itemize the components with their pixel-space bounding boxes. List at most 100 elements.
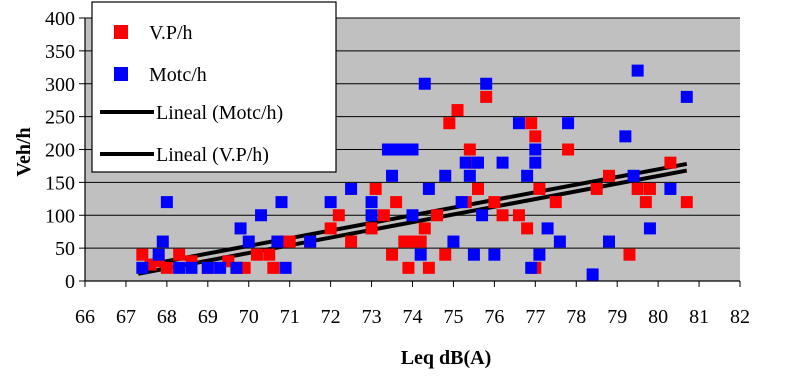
- x-tick-label: 76: [484, 306, 504, 328]
- vp-point: [496, 209, 509, 222]
- vp-point: [414, 235, 427, 248]
- vp-point: [529, 130, 542, 143]
- motc-point: [631, 64, 644, 77]
- y-tick-label: 250: [45, 107, 75, 129]
- motc-point: [304, 235, 317, 248]
- legend-label-2: Lineal (Motc/h): [156, 102, 283, 124]
- x-tick-label: 67: [116, 306, 136, 328]
- motc-point: [365, 196, 378, 209]
- x-tick-label: 80: [648, 306, 668, 328]
- motc-point: [467, 248, 480, 261]
- vp-point: [386, 248, 399, 261]
- vp-point: [639, 196, 652, 209]
- motc-point: [275, 196, 288, 209]
- motc-point: [345, 182, 358, 195]
- vp-point: [603, 169, 615, 182]
- vp-point: [562, 143, 575, 156]
- data-markers: [136, 64, 693, 281]
- vp-point: [521, 222, 534, 235]
- motc-point: [664, 182, 677, 195]
- motc-point: [603, 235, 615, 248]
- vp-point: [402, 261, 415, 274]
- vp-point: [443, 117, 456, 130]
- vp-point: [365, 222, 378, 235]
- vp-point: [369, 182, 382, 195]
- motc-point: [271, 235, 284, 248]
- motc-point: [173, 261, 186, 274]
- motc-point: [459, 156, 472, 169]
- vp-point: [160, 261, 173, 274]
- x-axis-title: Leq dB(A): [401, 347, 492, 369]
- motc-point: [562, 117, 575, 130]
- motc-point: [455, 196, 468, 209]
- motc-point: [480, 77, 493, 90]
- vp-point: [463, 143, 476, 156]
- legend-label-3: Lineal (V.P/h): [156, 144, 269, 166]
- x-tick-label: 73: [362, 306, 382, 328]
- motc-point: [406, 209, 419, 222]
- vp-point: [263, 248, 276, 261]
- x-tick-label: 77: [525, 306, 545, 328]
- motc-point: [185, 261, 198, 274]
- x-tick-label: 68: [157, 306, 177, 328]
- vp-point: [390, 196, 403, 209]
- legend-marker-1: [114, 67, 128, 81]
- motc-point: [533, 248, 546, 261]
- x-tick-label: 82: [730, 306, 750, 328]
- motc-point: [512, 117, 525, 130]
- x-tick-label: 70: [239, 306, 259, 328]
- vp-point: [488, 196, 501, 209]
- vp-point: [472, 182, 484, 195]
- motc-point: [152, 248, 165, 261]
- motc-point: [418, 77, 431, 90]
- y-tick-label: 100: [45, 205, 75, 227]
- vp-point: [480, 90, 493, 103]
- vp-point: [590, 182, 603, 195]
- motc-point: [586, 268, 599, 281]
- vp-point: [664, 156, 677, 169]
- x-tick-label: 71: [280, 306, 300, 328]
- vp-point: [324, 222, 337, 235]
- vp-point: [283, 235, 296, 248]
- y-tick-label: 300: [45, 74, 75, 96]
- motc-point: [422, 182, 435, 195]
- motc-point: [230, 261, 243, 274]
- motc-point: [414, 248, 427, 261]
- motc-point: [643, 222, 656, 235]
- motc-point: [201, 261, 214, 274]
- motc-point: [136, 261, 149, 274]
- motc-point: [214, 261, 227, 274]
- motc-point: [521, 169, 534, 182]
- motc-point: [234, 222, 247, 235]
- motc-point: [447, 235, 460, 248]
- vp-point: [623, 248, 636, 261]
- motc-point: [439, 169, 452, 182]
- vp-point: [549, 196, 562, 209]
- x-tick-label: 66: [75, 306, 95, 328]
- motc-point: [619, 130, 632, 143]
- motc-point: [406, 143, 419, 156]
- y-tick-label: 350: [45, 41, 75, 63]
- y-tick-label: 50: [55, 238, 75, 260]
- vp-point: [439, 248, 452, 261]
- vp-point: [267, 261, 280, 274]
- legend-box: [91, 1, 337, 173]
- motc-point: [365, 209, 378, 222]
- motc-point: [242, 235, 255, 248]
- motc-point: [472, 156, 484, 169]
- motc-point: [160, 196, 173, 209]
- y-tick-label: 200: [45, 140, 75, 162]
- vp-point: [431, 209, 444, 222]
- motc-point: [463, 169, 476, 182]
- x-tick-label: 81: [689, 306, 709, 328]
- vp-point: [173, 248, 186, 261]
- vp-point: [332, 209, 345, 222]
- legend-label-0: V.P/h: [149, 22, 193, 44]
- x-tick-label: 79: [607, 306, 627, 328]
- vp-point: [512, 209, 525, 222]
- y-axis-ticks: 0 50 100 150 200 250 300 350 400: [45, 8, 85, 293]
- motc-point: [541, 222, 554, 235]
- vp-point: [418, 222, 431, 235]
- motc-point: [476, 209, 489, 222]
- y-axis-title: Veh/h: [13, 127, 35, 176]
